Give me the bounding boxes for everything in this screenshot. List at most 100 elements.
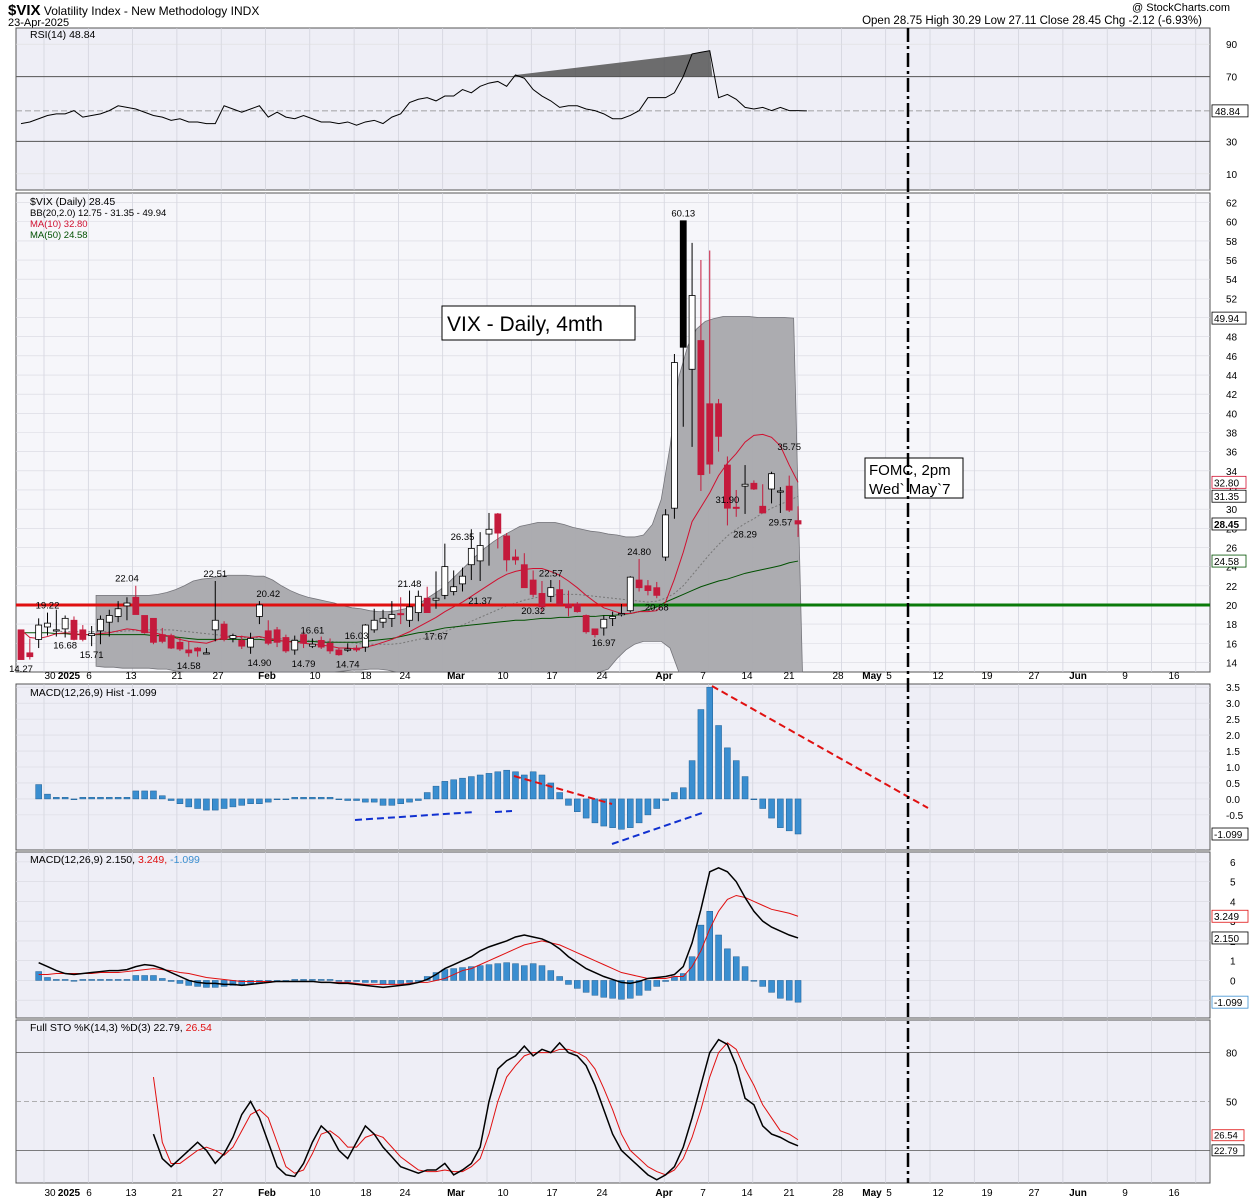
candle-up [35,624,43,640]
price-right-label-box [1211,311,1247,325]
candle-up [211,619,219,631]
macd-tick-label: 0 [1230,976,1236,987]
hist-bar [362,798,369,803]
candle-up [379,617,387,623]
macd-hist-bar [167,980,175,982]
x-axis-label: 24 [596,671,608,682]
x-axis-label: 30 [44,671,56,682]
price-point-label: 26.35 [451,532,475,543]
price-right-label: 31.35 [1214,492,1239,503]
price-point-label: 60.13 [671,208,695,219]
candle-up [105,615,113,623]
hist-bar [406,798,413,803]
price-tick-label: 26 [1226,543,1238,554]
price-right-label-box [1211,517,1247,531]
hist-bar [123,797,131,800]
hist-bar [503,769,510,800]
price-tick-label: 30 [1226,505,1238,516]
rsi-tick-label: 30 [1226,137,1238,148]
candle-up [441,566,449,596]
sto-legend: Full STO %K(14,3) %D(3) 22.79, 26.54 [30,1022,212,1034]
macd-right-label-box [1211,995,1249,1009]
x-axis-label: Jun [1069,1188,1087,1199]
candle-up [776,490,784,493]
macd-hist-bar [556,976,563,981]
x-axis-label: 16 [1168,1188,1180,1199]
candle-down [79,629,87,640]
hist-bar [485,773,493,800]
price-tick-label: 62 [1226,199,1238,210]
macd-hist-bar [574,980,581,989]
candle-down [565,603,572,609]
candle-up [388,614,396,619]
macd-hist-bar [35,971,42,981]
hist-bar [741,776,749,800]
price-tick-label: 14 [1226,658,1238,669]
hist-bar [203,798,210,811]
candle-down [556,589,564,606]
macd-hist-bar [326,979,334,981]
candle-up [476,545,484,562]
hist-bar [44,793,51,800]
hist-bar [291,797,298,800]
x-axis-label: Mar [447,671,465,682]
sto-right-label-box [1211,1129,1245,1142]
macd-hist-bar [317,979,325,981]
candle-up [768,473,775,490]
rsi-tick-label: 70 [1226,73,1238,84]
x-axis-label: 6 [86,671,92,682]
price-point-label: 20.68 [645,602,669,613]
macd-hist-bar [794,980,802,1003]
candle-up [203,652,210,655]
sto-right-label-box [1211,1144,1245,1157]
x-axis-label: 9 [1122,1188,1128,1199]
hist-bar [432,785,440,800]
macd-tick-label: 1 [1230,957,1236,968]
candle-down [317,639,325,648]
candle-up [688,295,696,370]
exchange: INDX [230,4,260,18]
price-point-label: 14.58 [177,661,201,672]
candle-up [291,639,299,651]
macd-hist-bar [141,975,148,981]
event-label-line1: FOMC, 2pm [869,462,951,479]
hist-bar [777,798,784,828]
candle-up [247,638,254,648]
hist-last-value-label: -1.099 [1214,830,1243,841]
macd-hist-bar [476,965,484,981]
candle-down [397,613,405,616]
rsi-overbought-fill [511,50,713,77]
ma10-legend: MA(10) 32.80 [30,219,88,230]
candle-up [432,597,440,601]
price-point-label: 21.48 [398,579,422,590]
hist-bar [644,798,652,816]
x-axis-label: 14 [741,671,753,682]
candle-down [750,482,758,490]
x-axis-label: 19 [981,1188,993,1199]
hist-bar [273,798,281,800]
hist-bar [627,798,634,828]
hist-bar [70,798,78,800]
hist-bar [388,798,396,806]
candle-down [300,634,307,644]
hist-bar [688,760,696,800]
candle-down [158,634,166,642]
macd-hist-bar [777,980,784,999]
price-point-label: 29.57 [768,517,792,528]
x-axis-label: 12 [932,1188,944,1199]
macd-hist-bar [159,978,166,981]
candle-down [697,340,705,476]
candle-down [264,630,272,644]
candle-down [785,485,793,511]
candle-down [582,615,590,633]
x-axis-label: 14 [741,1188,753,1199]
hist-bar [768,798,775,819]
macd-hist-bar [706,911,713,981]
price-right-label: 28.45 [1214,520,1239,531]
macd-legend-part: MACD(12,26,9) 2.150, [30,854,135,866]
hist-tick-label: 0.0 [1226,795,1240,806]
macd-hist-bar [132,975,140,981]
candle-up [361,624,369,648]
hist-bar [309,797,316,800]
x-axis-label: 2025 [58,1188,81,1199]
